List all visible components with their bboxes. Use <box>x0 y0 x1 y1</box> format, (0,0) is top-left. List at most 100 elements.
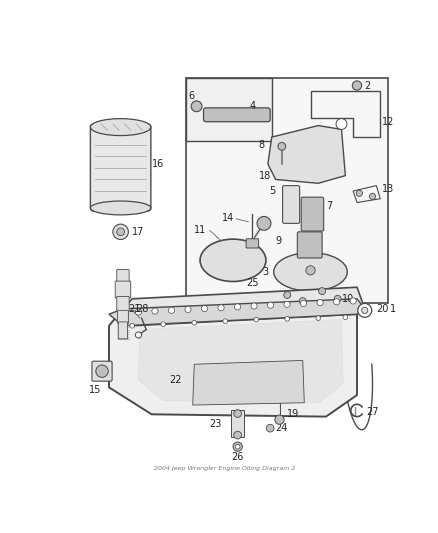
Text: 10: 10 <box>342 294 354 304</box>
Circle shape <box>191 101 202 112</box>
FancyBboxPatch shape <box>246 239 258 248</box>
Ellipse shape <box>90 201 151 215</box>
Text: 11: 11 <box>194 224 207 235</box>
Ellipse shape <box>274 253 347 291</box>
Circle shape <box>268 302 274 308</box>
Circle shape <box>369 193 376 199</box>
FancyBboxPatch shape <box>117 270 129 282</box>
Circle shape <box>352 81 362 90</box>
Circle shape <box>317 300 323 306</box>
Circle shape <box>334 295 341 302</box>
Text: 28: 28 <box>136 304 148 314</box>
Circle shape <box>299 297 306 304</box>
Circle shape <box>233 442 242 451</box>
Polygon shape <box>187 78 272 141</box>
Text: 22: 22 <box>170 375 182 385</box>
Circle shape <box>235 445 240 449</box>
Circle shape <box>318 288 325 295</box>
Text: 25: 25 <box>246 278 258 288</box>
Circle shape <box>350 298 356 304</box>
Text: 3: 3 <box>262 267 268 277</box>
FancyBboxPatch shape <box>301 197 324 231</box>
Text: 23: 23 <box>209 419 221 429</box>
Circle shape <box>266 424 274 432</box>
Circle shape <box>336 119 347 130</box>
Circle shape <box>234 410 241 417</box>
Circle shape <box>185 306 191 312</box>
Circle shape <box>285 317 290 321</box>
Circle shape <box>113 224 128 239</box>
Circle shape <box>306 265 315 275</box>
Text: 19: 19 <box>287 409 300 419</box>
Circle shape <box>284 301 290 308</box>
Circle shape <box>300 301 307 306</box>
Polygon shape <box>109 309 357 417</box>
Circle shape <box>130 324 134 328</box>
Polygon shape <box>109 299 365 326</box>
Circle shape <box>234 304 240 310</box>
Circle shape <box>168 307 175 313</box>
Circle shape <box>218 305 224 311</box>
FancyBboxPatch shape <box>115 281 131 298</box>
Text: 12: 12 <box>382 117 394 127</box>
FancyBboxPatch shape <box>204 108 270 122</box>
Text: 24: 24 <box>276 423 288 433</box>
Circle shape <box>234 431 241 439</box>
Text: 7: 7 <box>326 201 332 212</box>
Text: 17: 17 <box>132 227 145 237</box>
Circle shape <box>117 228 124 236</box>
Text: 6: 6 <box>188 91 194 101</box>
Circle shape <box>316 316 321 320</box>
Bar <box>231 410 244 438</box>
FancyBboxPatch shape <box>297 232 322 258</box>
FancyBboxPatch shape <box>90 124 151 211</box>
Polygon shape <box>123 287 365 326</box>
Text: 26: 26 <box>231 451 244 462</box>
Circle shape <box>223 319 228 324</box>
Circle shape <box>192 320 197 325</box>
Circle shape <box>96 365 108 377</box>
Circle shape <box>343 315 348 320</box>
Circle shape <box>257 216 271 230</box>
Text: 4: 4 <box>249 101 255 111</box>
FancyBboxPatch shape <box>92 361 112 381</box>
Text: 27: 27 <box>366 407 379 417</box>
Polygon shape <box>193 360 304 405</box>
Circle shape <box>201 305 208 312</box>
Text: 13: 13 <box>382 184 394 193</box>
Circle shape <box>356 190 362 196</box>
Text: 9: 9 <box>276 236 282 246</box>
Text: 20: 20 <box>376 304 389 314</box>
Circle shape <box>358 303 372 317</box>
Polygon shape <box>138 320 343 403</box>
Polygon shape <box>187 78 388 303</box>
FancyBboxPatch shape <box>283 185 300 223</box>
Circle shape <box>161 322 166 327</box>
Circle shape <box>254 317 258 322</box>
Text: 21: 21 <box>128 304 141 314</box>
Circle shape <box>362 308 368 313</box>
Text: 5: 5 <box>269 186 276 196</box>
Polygon shape <box>268 126 346 183</box>
Text: 16: 16 <box>152 159 164 169</box>
Circle shape <box>152 308 158 314</box>
Text: 2004 Jeep Wrangler Engine Oiling Diagram 2: 2004 Jeep Wrangler Engine Oiling Diagram… <box>154 466 295 472</box>
Circle shape <box>275 415 284 424</box>
Circle shape <box>251 303 257 309</box>
FancyBboxPatch shape <box>118 322 127 339</box>
Ellipse shape <box>200 239 266 281</box>
Circle shape <box>284 292 291 298</box>
Ellipse shape <box>90 119 151 135</box>
Text: 1: 1 <box>389 304 396 314</box>
FancyBboxPatch shape <box>117 310 128 324</box>
Text: 18: 18 <box>258 171 271 181</box>
FancyBboxPatch shape <box>117 296 129 312</box>
Circle shape <box>278 142 286 150</box>
Text: 8: 8 <box>258 140 265 150</box>
Text: 14: 14 <box>223 213 235 223</box>
Circle shape <box>135 309 141 315</box>
Circle shape <box>135 332 141 338</box>
Circle shape <box>333 298 340 305</box>
Text: 15: 15 <box>89 385 101 394</box>
Text: 2: 2 <box>365 80 371 91</box>
